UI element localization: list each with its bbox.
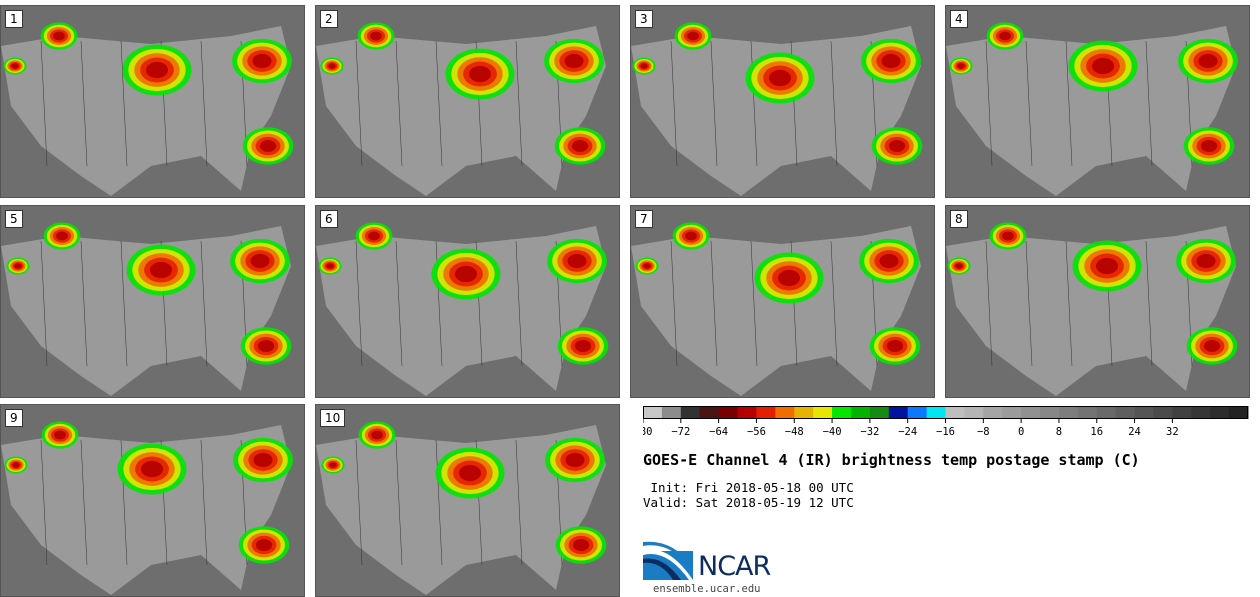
ensemble-member-panel-8: 8 (945, 205, 1250, 398)
satellite-map (1, 206, 304, 397)
colorbar-swatch (907, 406, 928, 419)
colorbar-swatch (888, 406, 909, 419)
satellite-map (946, 206, 1249, 397)
colorbar-tick-label: −16 (936, 426, 955, 438)
init-time: Init: Fri 2018-05-18 00 UTC (643, 480, 854, 495)
colorbar-tick-label: 8 (1056, 426, 1062, 438)
colorbar-tick-label: −32 (860, 426, 879, 438)
satellite-map (316, 6, 619, 197)
colorbar-swatch (926, 406, 946, 419)
colorbar-tick-label: −72 (671, 426, 690, 438)
colorbar-swatch (1229, 406, 1249, 419)
colorbar-swatch (1172, 406, 1192, 419)
colorbar-swatch (1153, 406, 1173, 419)
ensemble-member-panel-6: 6 (315, 205, 620, 398)
colorbar-swatch (1191, 406, 1211, 419)
colorbar-swatch (1096, 406, 1117, 419)
ensemble-member-panel-7: 7 (630, 205, 935, 398)
satellite-map (316, 405, 619, 596)
member-label-1: 1 (5, 10, 23, 28)
ensemble-member-panel-5: 5 (0, 205, 305, 398)
valid-time: Valid: Sat 2018-05-19 12 UTC (643, 495, 854, 510)
colorbar-tick-label: −8 (977, 426, 990, 438)
satellite-map (946, 6, 1249, 197)
colorbar-swatch (756, 406, 776, 419)
colorbar-swatch (869, 406, 890, 419)
member-label-5: 5 (5, 210, 23, 228)
member-label-7: 7 (635, 210, 653, 228)
colorbar-swatch (1058, 406, 1079, 419)
satellite-map (1, 405, 304, 596)
colorbar-swatch (983, 406, 1003, 419)
satellite-map (316, 206, 619, 397)
ensemble-member-panel-2: 2 (315, 5, 620, 198)
colorbar-tick-label: −64 (709, 426, 728, 438)
member-label-2: 2 (320, 10, 338, 28)
colorbar-swatch (1002, 406, 1022, 419)
colorbar-swatch (1040, 406, 1060, 419)
member-label-4: 4 (950, 10, 968, 28)
colorbar-swatch (661, 406, 682, 419)
colorbar-swatch (1134, 406, 1154, 419)
colorbar-swatch (680, 406, 701, 419)
colorbar-tick-label: −48 (785, 426, 804, 438)
ncar-logo-icon (643, 541, 693, 580)
colorbar-swatch (1210, 406, 1230, 419)
satellite-map (631, 6, 934, 197)
member-label-3: 3 (635, 10, 653, 28)
colorbar-swatch (718, 406, 739, 419)
ensemble-member-panel-4: 4 (945, 5, 1250, 198)
colorbar-swatch (699, 406, 720, 419)
satellite-map (631, 206, 934, 397)
colorbar-swatch (643, 406, 663, 419)
colorbar-swatch (1021, 406, 1041, 419)
colorbar-tick-label: 24 (1128, 426, 1141, 438)
colorbar-swatch (1115, 406, 1136, 419)
colorbar-swatch (964, 406, 984, 419)
member-label-9: 9 (5, 409, 23, 427)
colorbar-tick-label: 32 (1166, 426, 1179, 438)
colorbar-outline (643, 406, 1248, 419)
ensemble-member-panel-1: 1 (0, 5, 305, 198)
colorbar-tick-label: −80 (643, 426, 652, 438)
colorbar-tick-label: 16 (1090, 426, 1103, 438)
colorbar-tick-label: 0 (1018, 426, 1024, 438)
figure-title: GOES-E Channel 4 (IR) brightness temp po… (643, 451, 1140, 469)
colorbar-swatch (737, 406, 757, 419)
ensemble-member-panel-3: 3 (630, 5, 935, 198)
colorbar-swatch (945, 406, 965, 419)
member-label-8: 8 (950, 210, 968, 228)
colorbar-swatch (775, 406, 795, 419)
ensemble-member-panel-9: 9 (0, 404, 305, 597)
colorbar-tick-label: −56 (747, 426, 766, 438)
colorbar-swatch (794, 406, 814, 419)
ensemble-member-panel-10: 10 (315, 404, 620, 597)
ncar-logo-text: NCAR (698, 551, 771, 582)
satellite-map (1, 6, 304, 197)
colorbar-swatch (832, 406, 852, 419)
source-url: ensemble.ucar.edu (653, 583, 761, 595)
colorbar-tick-label: −40 (823, 426, 842, 438)
colorbar-swatch (850, 406, 871, 419)
colorbar-swatch (1077, 406, 1098, 419)
colorbar-swatch (813, 406, 833, 419)
colorbar-tick-label: −24 (898, 426, 917, 438)
member-label-10: 10 (320, 409, 346, 427)
member-label-6: 6 (320, 210, 338, 228)
